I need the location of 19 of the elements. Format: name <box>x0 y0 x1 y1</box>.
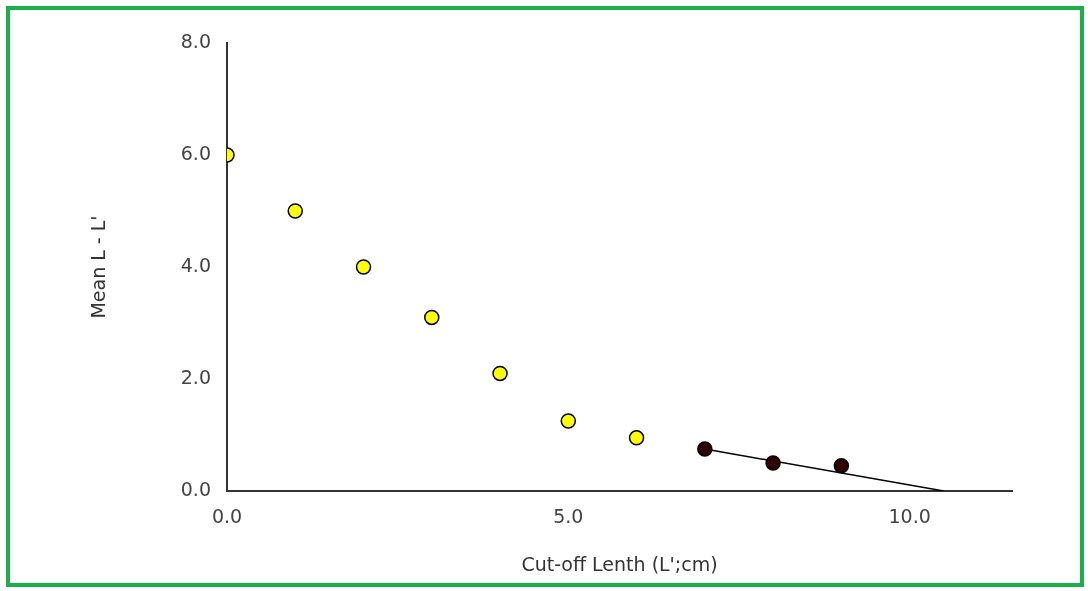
point <box>560 413 577 429</box>
point <box>697 441 713 457</box>
y-tick-label: 2.0 <box>180 365 211 388</box>
x-tick-label: 0.0 <box>211 505 243 528</box>
point <box>424 309 440 326</box>
point <box>355 259 372 275</box>
point <box>765 455 781 471</box>
x-axis-title: Cut-off Lenth (L';cm) <box>521 552 718 575</box>
x-tick-label: 5.0 <box>553 505 584 528</box>
y-tick-label: 0.0 <box>180 477 211 500</box>
y-axis-title: Mean L - L' <box>87 215 110 319</box>
point <box>628 430 645 446</box>
point <box>287 203 304 219</box>
point <box>833 458 850 474</box>
x-tick-label: 10.0 <box>888 505 931 528</box>
y-tick-label: 8.0 <box>180 29 211 52</box>
y-tick-label: 6.0 <box>180 141 211 164</box>
y-tick-label: 4.0 <box>180 253 211 276</box>
point <box>492 365 508 382</box>
